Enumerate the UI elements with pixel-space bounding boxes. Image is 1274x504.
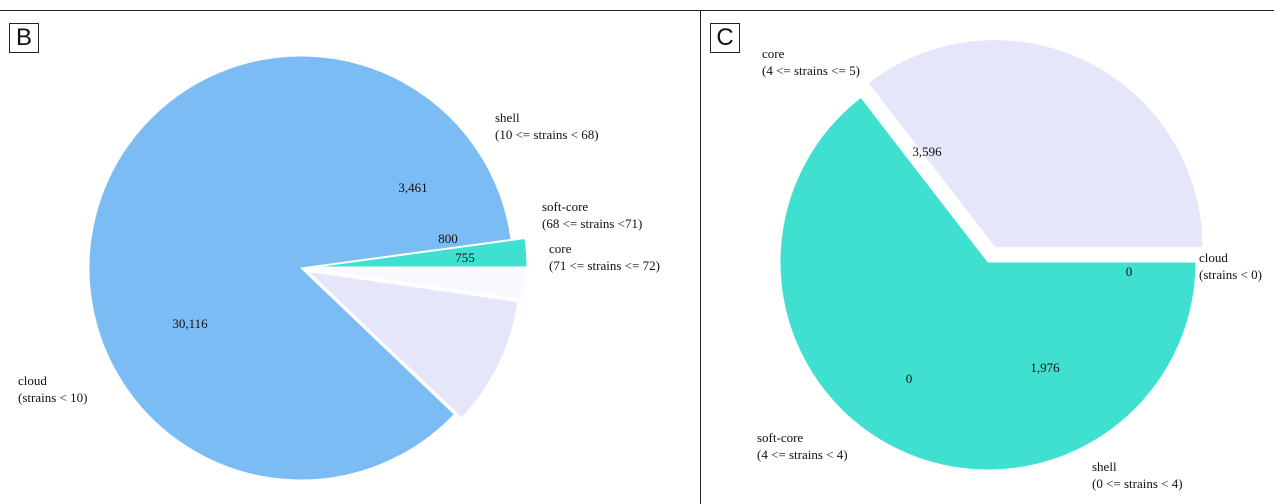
slice-range-label: (strains < 10) bbox=[18, 390, 87, 405]
slice-range-label: (68 <= strains <71) bbox=[542, 216, 642, 231]
panel-label-c: C bbox=[710, 23, 740, 53]
slice-category-label: core bbox=[762, 46, 785, 61]
panel-b: B bbox=[0, 10, 700, 504]
pie-chart-c: 0 cloud (strains < 0) 1,976 shell (0 <= strai… bbox=[757, 39, 1262, 491]
pie-slice-cloud bbox=[88, 55, 512, 481]
slice-category-label: core bbox=[549, 241, 572, 256]
slice-value-label: 3,596 bbox=[912, 144, 942, 159]
slice-category-label: shell bbox=[1092, 459, 1117, 474]
slice-range-label: (strains < 0) bbox=[1199, 267, 1262, 282]
slice-value-label: 3,461 bbox=[398, 180, 427, 195]
slice-category-label: soft-core bbox=[757, 430, 803, 445]
slice-range-label: (0 <= strains < 4) bbox=[1092, 476, 1183, 491]
slice-range-label: (4 <= strains < 4) bbox=[757, 447, 848, 462]
pie-slice-soft-core bbox=[312, 268, 526, 300]
slice-value-label: 0 bbox=[906, 371, 913, 386]
slice-range-label: (71 <= strains <= 72) bbox=[549, 258, 660, 273]
slice-range-label: (10 <= strains < 68) bbox=[495, 127, 599, 142]
panel-c: C bbox=[700, 10, 1274, 504]
pie-chart-b: 755 core (71 <= strains <= 72) 30,116 cloud (… bbox=[18, 55, 660, 481]
pie-slice-core bbox=[779, 96, 1197, 471]
slice-category-label: cloud bbox=[1199, 250, 1228, 265]
slice-range-label: (4 <= strains <= 5) bbox=[762, 63, 860, 78]
pie-slice-shell bbox=[867, 39, 1204, 249]
panel-label-b: B bbox=[9, 23, 39, 53]
slice-value-label: 755 bbox=[455, 250, 475, 265]
slice-value-label: 30,116 bbox=[172, 316, 208, 331]
pie-slice-shell bbox=[306, 270, 519, 419]
slice-value-label: 0 bbox=[1126, 264, 1133, 279]
slice-category-label: cloud bbox=[18, 373, 47, 388]
pie-slice-core bbox=[314, 237, 528, 268]
slice-value-label: 1,976 bbox=[1030, 360, 1060, 375]
slice-category-label: shell bbox=[495, 110, 520, 125]
slice-category-label: soft-core bbox=[542, 199, 588, 214]
slice-value-label: 800 bbox=[438, 231, 458, 246]
